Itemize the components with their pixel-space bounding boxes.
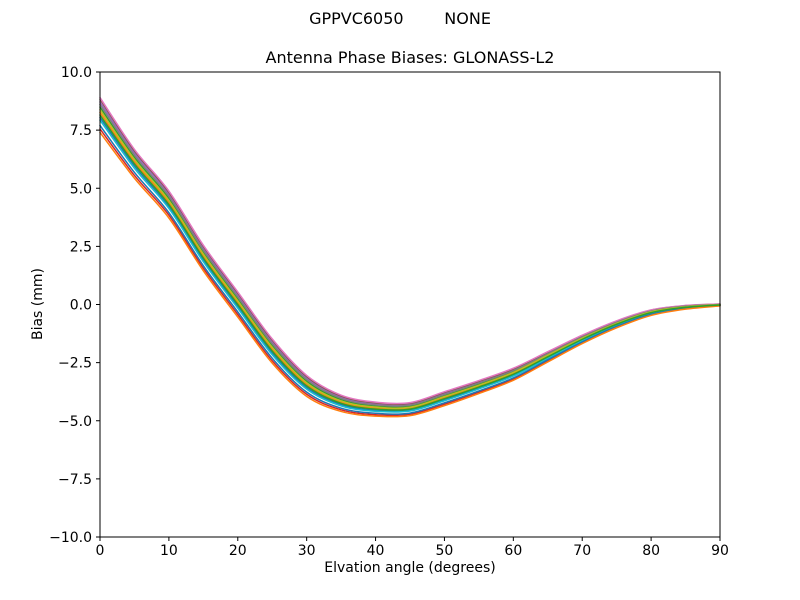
x-tick-label: 80 (642, 543, 660, 559)
x-tick-label: 10 (160, 543, 178, 559)
plot-area (100, 72, 720, 537)
y-tick-label: 7.5 (70, 123, 92, 139)
series-line-07 (99, 96, 721, 405)
y-tick-label: 0.0 (70, 298, 92, 314)
axes-title: Antenna Phase Biases: GLONASS-L2 (265, 48, 555, 67)
y-tick-label: 10.0 (61, 65, 92, 81)
x-tick-label: 40 (367, 543, 385, 559)
x-tick-label: 60 (504, 543, 522, 559)
series-line-12 (99, 131, 721, 418)
series-line-10 (99, 119, 721, 413)
y-axis-label: Bias (mm) (30, 267, 46, 341)
y-tick-label: 5.0 (70, 181, 92, 197)
x-tick-label: 0 (96, 543, 105, 559)
series-line-08 (99, 103, 721, 407)
x-tick-label: 90 (711, 543, 729, 559)
y-tick-label: −10.0 (49, 530, 92, 546)
y-tick-label: 2.5 (70, 239, 92, 255)
y-tick-label: −2.5 (58, 356, 92, 372)
y-tick-label: −7.5 (58, 472, 92, 488)
series-line-11 (99, 124, 721, 415)
y-tick-label: −5.0 (58, 414, 92, 430)
x-tick-label: 20 (229, 543, 247, 559)
x-tick-label: 70 (573, 543, 591, 559)
x-axis-label: Elvation angle (degrees) (324, 560, 496, 576)
x-tick-label: 50 (436, 543, 454, 559)
series-line-09 (99, 108, 721, 409)
x-tick-label: 30 (298, 543, 316, 559)
figure-suptitle: GPPVC6050 NONE (309, 9, 491, 28)
series-line-13 (99, 114, 721, 411)
